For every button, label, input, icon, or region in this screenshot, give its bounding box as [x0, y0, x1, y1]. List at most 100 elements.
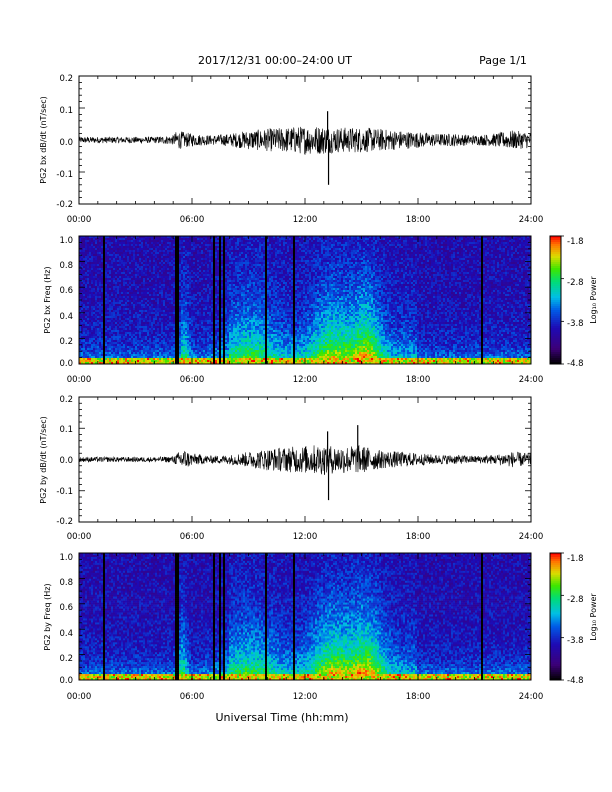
spectrogram-cell: [111, 328, 113, 330]
spectrogram-cell: [95, 276, 97, 278]
spectrogram-cell: [99, 332, 101, 334]
spectrogram-cell: [111, 240, 113, 242]
spectrogram-cell: [169, 318, 171, 320]
spectrogram-cell: [117, 348, 119, 350]
spectrogram-cell: [179, 256, 181, 258]
spectrogram-cell: [121, 312, 123, 314]
spectrogram-cell: [173, 254, 175, 256]
spectrogram-cell: [197, 332, 199, 334]
spectrogram-cell: [199, 326, 201, 328]
spectrogram-cell: [129, 254, 131, 256]
spectrogram-cell: [161, 312, 163, 314]
spectrogram-cell: [189, 262, 191, 264]
spectrogram-cell: [119, 318, 121, 320]
spectrogram-cell: [145, 288, 147, 290]
spectrogram-cell: [87, 344, 89, 346]
spectrogram-cell: [133, 284, 135, 286]
spectrogram-cell: [185, 252, 187, 254]
spectrogram-cell: [193, 254, 195, 256]
spectrogram-cell: [85, 288, 87, 290]
spectrogram-cell: [123, 282, 125, 284]
spectrogram-cell: [123, 314, 125, 316]
spectrogram-cell: [169, 240, 171, 242]
spectrogram-cell: [83, 254, 85, 256]
spectrogram-cell: [175, 238, 177, 240]
spectrogram-cell: [179, 262, 181, 264]
spectrogram-cell: [139, 328, 141, 330]
spectrogram-cell: [185, 346, 187, 348]
spectrogram-cell: [171, 330, 173, 332]
spectrogram-cell: [151, 238, 153, 240]
spectrogram-cell: [133, 318, 135, 320]
spectrogram-cell: [155, 344, 157, 346]
spectrogram-cell: [95, 358, 97, 360]
spectrogram-cell: [137, 300, 139, 302]
spectrogram-cell: [97, 260, 99, 262]
spectrogram-cell: [197, 248, 199, 250]
spectrogram-cell: [149, 260, 151, 262]
spectrogram-cell: [185, 316, 187, 318]
spectrogram-cell: [141, 332, 143, 334]
spectrogram-cell: [161, 336, 163, 338]
spectrogram-cell: [119, 258, 121, 260]
spectrogram-cell: [113, 284, 115, 286]
spectrogram-cell: [147, 304, 149, 306]
spectrogram-cell: [157, 306, 159, 308]
spectrogram-cell: [191, 320, 193, 322]
spectrogram-cell: [199, 256, 201, 258]
spectrogram-cell: [107, 282, 109, 284]
spectrogram-cell: [87, 250, 89, 252]
spectrogram-cell: [153, 306, 155, 308]
spectrogram-cell: [81, 302, 83, 304]
spectrogram-cell: [159, 238, 161, 240]
spectrogram-cell: [121, 238, 123, 240]
spectrogram-cell: [193, 350, 195, 352]
spectrogram-cell: [147, 348, 149, 350]
spectrogram-cell: [179, 306, 181, 308]
spectrogram-cell: [145, 248, 147, 250]
spectrogram-cell: [167, 330, 169, 332]
spectrogram-cell: [167, 240, 169, 242]
spectrogram-cell: [197, 250, 199, 252]
spectrogram-cell: [167, 320, 169, 322]
spectrogram-cell: [183, 340, 185, 342]
spectrogram-cell: [147, 334, 149, 336]
spectrogram-cell: [189, 270, 191, 272]
spectrogram-cell: [151, 354, 153, 356]
spectrogram-cell: [99, 254, 101, 256]
spectrogram-cell: [155, 358, 157, 360]
spectrogram-cell: [103, 266, 105, 268]
spectrogram-cell: [107, 288, 109, 290]
spectrogram-cell: [189, 306, 191, 308]
spectrogram-cell: [149, 296, 151, 298]
spectrogram-cell: [187, 276, 189, 278]
spectrogram-cell: [83, 322, 85, 324]
bx-wave-xtick-2: 12:00: [293, 215, 318, 225]
spectrogram-cell: [111, 302, 113, 304]
spectrogram-cell: [173, 292, 175, 294]
spectrogram-cell: [105, 292, 107, 294]
spectrogram-cell: [183, 296, 185, 298]
spectrogram-cell: [145, 292, 147, 294]
spectrogram-cell: [155, 292, 157, 294]
spectrogram-cell: [113, 356, 115, 358]
spectrogram-cell: [93, 250, 95, 252]
spectrogram-cell: [91, 240, 93, 242]
spectrogram-cell: [141, 346, 143, 348]
spectrogram-cell: [155, 328, 157, 330]
spectrogram-cell: [173, 342, 175, 344]
spectrogram-cell: [177, 256, 179, 258]
spectrogram-cell: [191, 298, 193, 300]
spectrogram-cell: [151, 284, 153, 286]
spectrogram-cell: [125, 298, 127, 300]
spectrogram-cell: [199, 336, 201, 338]
spectrogram-cell: [109, 288, 111, 290]
spectrogram-cell: [171, 298, 173, 300]
spectrogram-cell: [181, 314, 183, 316]
spectrogram-cell: [121, 298, 123, 300]
spectrogram-cell: [177, 242, 179, 244]
spectrogram-cell: [145, 320, 147, 322]
spectrogram-cell: [197, 314, 199, 316]
spectrogram-cell: [173, 266, 175, 268]
spectrogram-cell: [199, 276, 201, 278]
